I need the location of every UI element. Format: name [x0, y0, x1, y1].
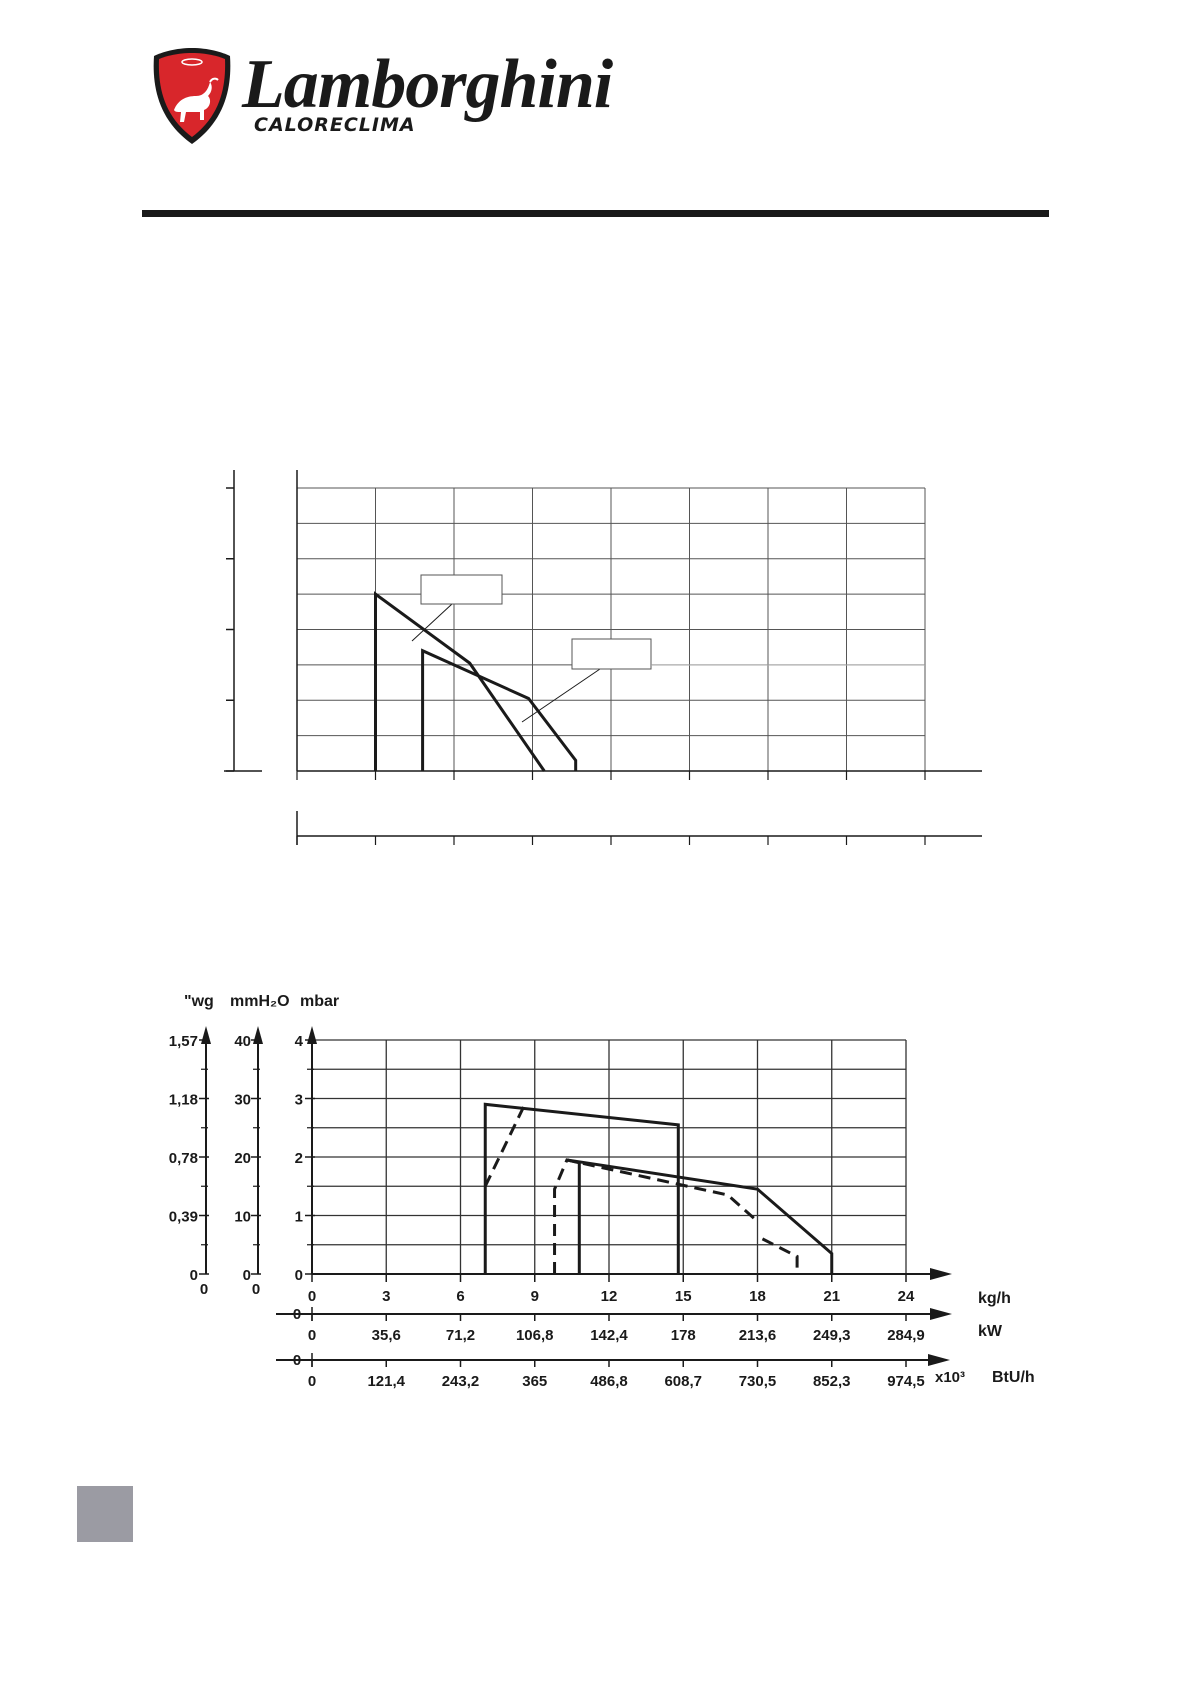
legend-box [571, 638, 652, 670]
x-btu-tick-label: 730,5 [739, 1373, 777, 1390]
legend-box [420, 574, 503, 605]
series-line [483, 1102, 680, 1274]
y-wg-tick-label: 1,57 [169, 1033, 198, 1050]
x-kw-tick-label: 0 [308, 1327, 316, 1344]
y-mbar-tick-label: 1 [295, 1209, 303, 1226]
legend-leader [521, 668, 601, 723]
header: Lamborghini CALORECLIMA [150, 46, 613, 146]
x-kw-tick-label: 142,4 [590, 1327, 628, 1344]
bull-shield-icon [153, 48, 231, 144]
page-tab [77, 1486, 133, 1542]
x-btu-tick-label: 0 [308, 1373, 316, 1390]
x-tick-label: 3 [382, 1288, 390, 1305]
x-tick-label: 24 [898, 1288, 915, 1305]
y-unit-wg: "wg [184, 993, 214, 1010]
x-tick-label: 12 [601, 1288, 618, 1305]
x-kw-origin: 0 [293, 1306, 301, 1323]
x-btu-tick-label: 608,7 [664, 1373, 702, 1390]
x-tick-label: 18 [749, 1288, 766, 1305]
header-rule [142, 210, 1049, 217]
y-wg-tick-label: 0,78 [169, 1150, 198, 1167]
y-wg-tick-label: 0 [190, 1267, 198, 1284]
x-kw-tick-label: 249,3 [813, 1327, 851, 1344]
x-btu-tick-label: 365 [522, 1373, 547, 1390]
y-mmh2o-origin: 0 [252, 1281, 260, 1298]
x-tick-label: 21 [823, 1288, 840, 1305]
y-mmh2o-tick-label: 20 [234, 1150, 251, 1167]
x-kw-tick-label: 71,2 [446, 1327, 475, 1344]
y-mmh2o-tick-label: 0 [243, 1267, 251, 1284]
series-line-dashed [483, 1103, 527, 1187]
x-kw-tick-label: 178 [671, 1327, 696, 1344]
y-mbar-tick-label: 3 [295, 1092, 303, 1109]
y-wg-origin: 0 [200, 1281, 208, 1298]
y-mmh2o-tick-label: 40 [234, 1033, 251, 1050]
y-axis-arrow [253, 1026, 263, 1044]
x-btu-tick-label: 852,3 [813, 1373, 851, 1390]
x-tick-label: 9 [531, 1288, 539, 1305]
x-tick-label: 15 [675, 1288, 692, 1305]
x-tick-label: 6 [456, 1288, 464, 1305]
x-kw-tick-label: 106,8 [516, 1327, 554, 1344]
x-unit-kgh: kg/h [978, 1290, 1011, 1307]
y-mmh2o-tick-label: 10 [234, 1209, 251, 1226]
x-btu-tick-label: 243,2 [442, 1373, 480, 1390]
x-kw-tick-label: 35,6 [372, 1327, 401, 1344]
x-tick-label: 0 [308, 1288, 316, 1305]
chart-lower: 0 3 6 9 12 15 18 21 24 kg/h00 35,6 71,2 106,8 142,4 17… [169, 993, 1035, 1390]
y-unit-mmh2o: mmH₂O [230, 993, 290, 1010]
brand-subtitle: CALORECLIMA [254, 114, 416, 136]
y-mbar-tick-label: 0 [295, 1267, 303, 1284]
x-unit-kw: kW [978, 1323, 1003, 1340]
brand-name: Lamborghini [242, 46, 613, 123]
y-wg-tick-label: 0,39 [169, 1209, 198, 1226]
y-mbar-tick-label: 2 [295, 1150, 303, 1167]
y-unit-mbar: mbar [300, 993, 339, 1010]
series-line-dashed [553, 1158, 759, 1274]
y-wg-tick-label: 1,18 [169, 1092, 198, 1109]
x-axis-arrow [930, 1308, 952, 1320]
chart-upper [224, 470, 982, 845]
x-btu-origin: 0 [293, 1352, 301, 1369]
series-line-dashed [761, 1237, 799, 1274]
legend-leader [411, 603, 453, 642]
x-btu-tick-label: 486,8 [590, 1373, 628, 1390]
x-kw-tick-label: 213,6 [739, 1327, 777, 1344]
x-axis-arrow [928, 1354, 950, 1366]
x-btu-tick-label: 121,4 [367, 1373, 405, 1390]
y-mbar-tick-label: 4 [295, 1033, 304, 1050]
y-mmh2o-tick-label: 30 [234, 1092, 251, 1109]
x-kw-tick-label: 284,9 [887, 1327, 925, 1344]
series-line [566, 1158, 834, 1274]
x-unit-btu: BtU/h [992, 1369, 1035, 1386]
y-axis-arrow [201, 1026, 211, 1044]
y-axis-arrow [307, 1026, 317, 1044]
series-line [421, 648, 578, 771]
x-btu-tick-label: 974,5 [887, 1373, 925, 1390]
series-line [374, 591, 546, 772]
x-axis-arrow [930, 1268, 952, 1280]
x-btu-multiplier: x10³ [935, 1369, 965, 1386]
